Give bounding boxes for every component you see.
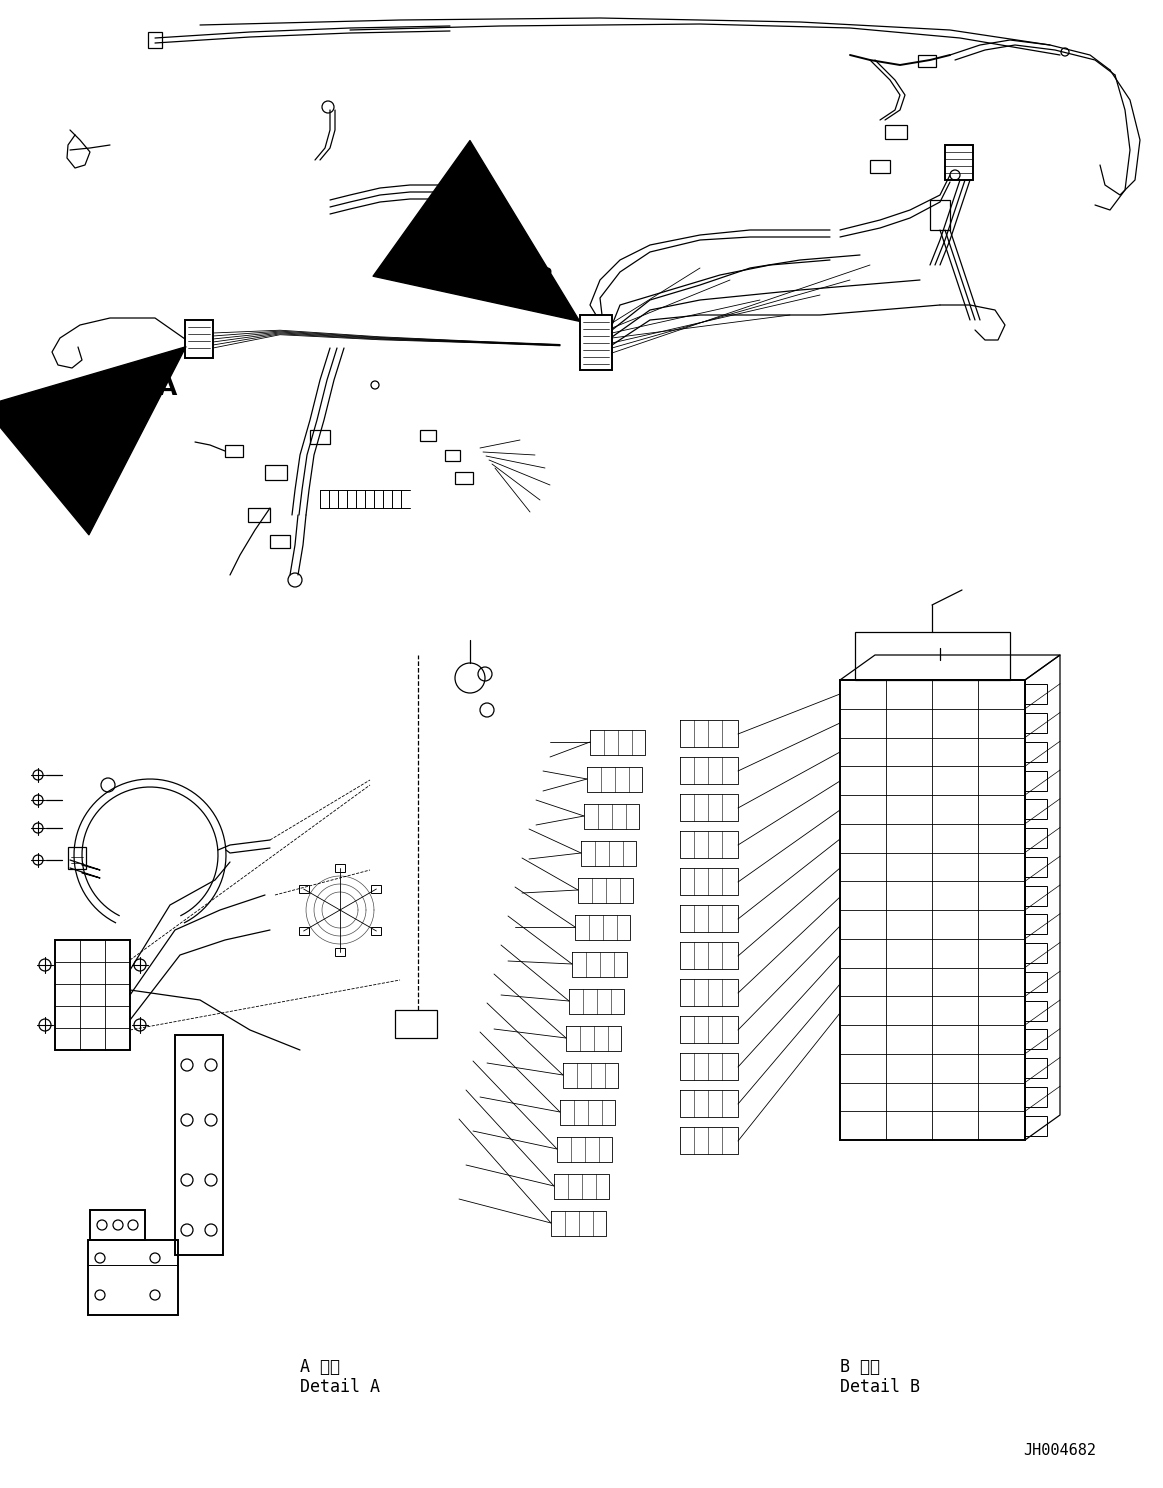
Bar xyxy=(420,430,436,440)
Bar xyxy=(1025,1030,1047,1049)
Bar xyxy=(1025,972,1047,992)
Text: JH004682: JH004682 xyxy=(1023,1443,1097,1458)
Bar xyxy=(1025,713,1047,734)
Bar xyxy=(870,161,890,173)
Bar xyxy=(265,464,287,481)
Bar xyxy=(946,144,973,180)
Bar xyxy=(1025,1000,1047,1021)
Bar xyxy=(67,847,86,869)
Bar xyxy=(90,1210,145,1240)
Text: B: B xyxy=(535,266,554,290)
Bar xyxy=(185,320,213,359)
Bar xyxy=(371,885,381,893)
Bar xyxy=(248,507,270,522)
Bar xyxy=(1025,885,1047,906)
Bar xyxy=(918,55,936,67)
Bar xyxy=(335,865,345,872)
Bar xyxy=(55,940,130,1051)
Bar xyxy=(455,472,473,484)
Bar xyxy=(395,1010,437,1039)
Bar xyxy=(445,449,461,461)
Bar xyxy=(1025,771,1047,790)
Bar xyxy=(885,125,907,138)
Bar xyxy=(311,430,330,443)
Bar xyxy=(270,536,290,548)
Text: A: A xyxy=(158,376,178,400)
Bar xyxy=(224,445,243,457)
Bar xyxy=(840,680,1025,1140)
Bar xyxy=(1025,799,1047,820)
Bar xyxy=(1025,857,1047,876)
Bar xyxy=(174,1036,223,1254)
Bar xyxy=(1025,827,1047,848)
Text: Detail A: Detail A xyxy=(300,1378,380,1396)
Bar xyxy=(371,927,381,934)
Bar xyxy=(1025,914,1047,934)
Bar xyxy=(1025,943,1047,963)
Bar xyxy=(299,885,308,893)
Bar xyxy=(335,948,345,955)
Text: B 詳細: B 詳細 xyxy=(840,1359,880,1376)
Bar xyxy=(1025,743,1047,762)
Bar xyxy=(930,199,950,231)
Bar xyxy=(299,927,308,934)
Bar xyxy=(580,315,612,371)
Text: Detail B: Detail B xyxy=(840,1378,920,1396)
Bar xyxy=(855,632,1009,680)
Text: A 詳細: A 詳細 xyxy=(300,1359,340,1376)
Bar xyxy=(1025,1116,1047,1135)
Bar xyxy=(1025,1086,1047,1107)
Bar xyxy=(1025,684,1047,704)
Bar xyxy=(88,1240,178,1315)
Bar xyxy=(1025,1058,1047,1079)
Bar xyxy=(148,33,162,48)
